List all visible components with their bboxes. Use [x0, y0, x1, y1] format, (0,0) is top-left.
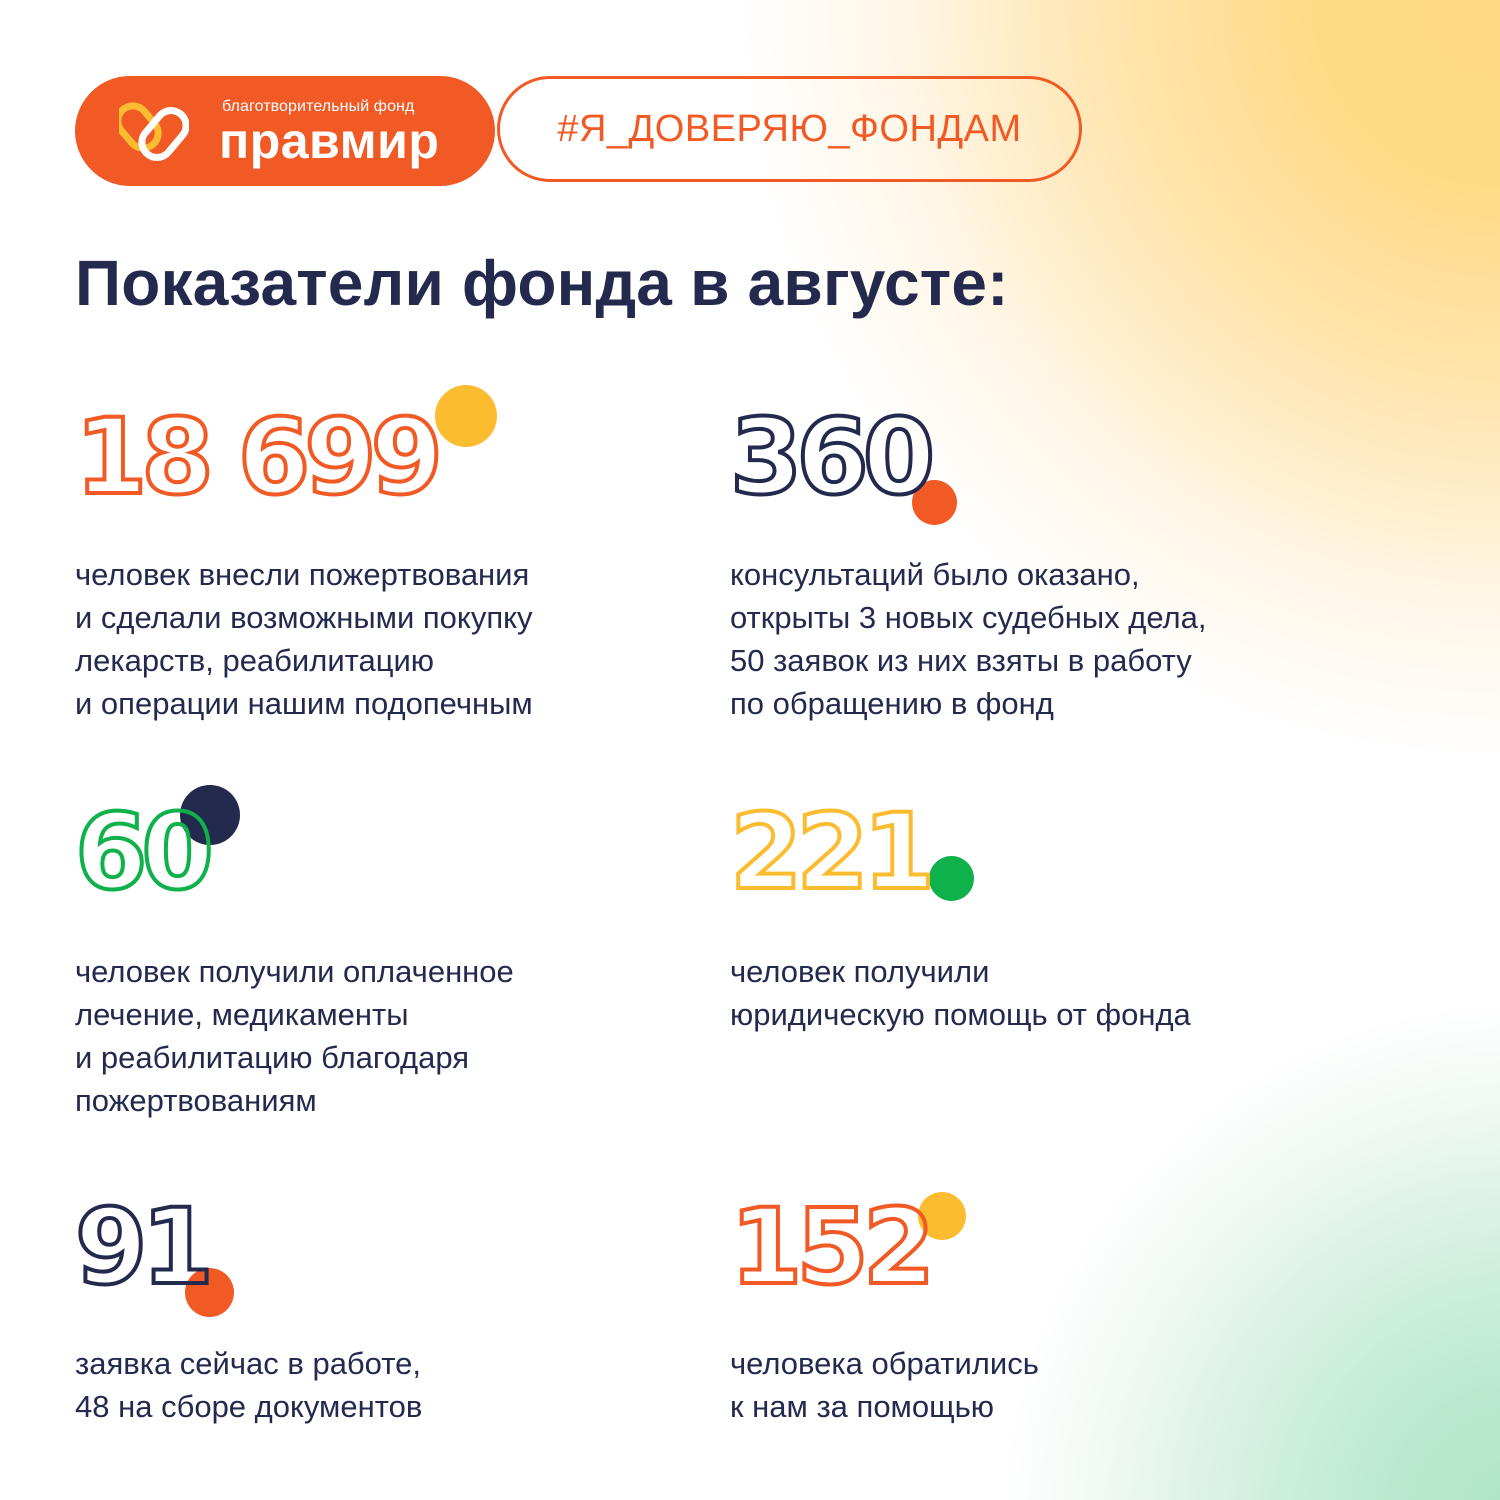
accent-dot — [918, 1192, 966, 1240]
brand-name: правмир — [219, 113, 440, 169]
stat-value: 60 — [73, 791, 216, 913]
stat-description: заявка сейчас в работе, 48 на сборе доку… — [75, 1346, 423, 1424]
stat-description: консультаций было оказано, открыты 3 нов… — [730, 557, 1207, 721]
stat-description: человека обратились к нам за помощью — [730, 1346, 1039, 1424]
hashtag-text: #Я_ДОВЕРЯЮ_ФОНДАМ — [557, 107, 1022, 150]
accent-dot — [180, 785, 240, 845]
accent-dot — [929, 856, 974, 901]
stat-description: человек внесли пожертвования и сделали в… — [75, 557, 533, 721]
brand-subtitle: благотворительный фонд — [222, 98, 415, 115]
stat-value: 360 — [728, 396, 937, 518]
accent-dot — [185, 1268, 234, 1317]
hashtag-badge: #Я_ДОВЕРЯЮ_ФОНДАМ — [497, 76, 1082, 182]
stat-value: 152 — [728, 1186, 937, 1308]
stat-value: 221 — [728, 791, 937, 913]
stat-description: человек получили оплаченное лечение, мед… — [75, 954, 514, 1118]
accent-dot — [435, 385, 497, 447]
page-title: Показатели фонда в августе: — [75, 247, 1009, 319]
stat-description: человек получили юридическую помощь от ф… — [730, 954, 1191, 1032]
brand-logo: благотворительный фонд правмир — [75, 76, 495, 186]
linked-hearts-icon — [119, 102, 189, 161]
stat-value: 18 699 — [73, 396, 445, 518]
stat-value: 91 — [73, 1186, 216, 1308]
accent-dot — [912, 480, 957, 525]
